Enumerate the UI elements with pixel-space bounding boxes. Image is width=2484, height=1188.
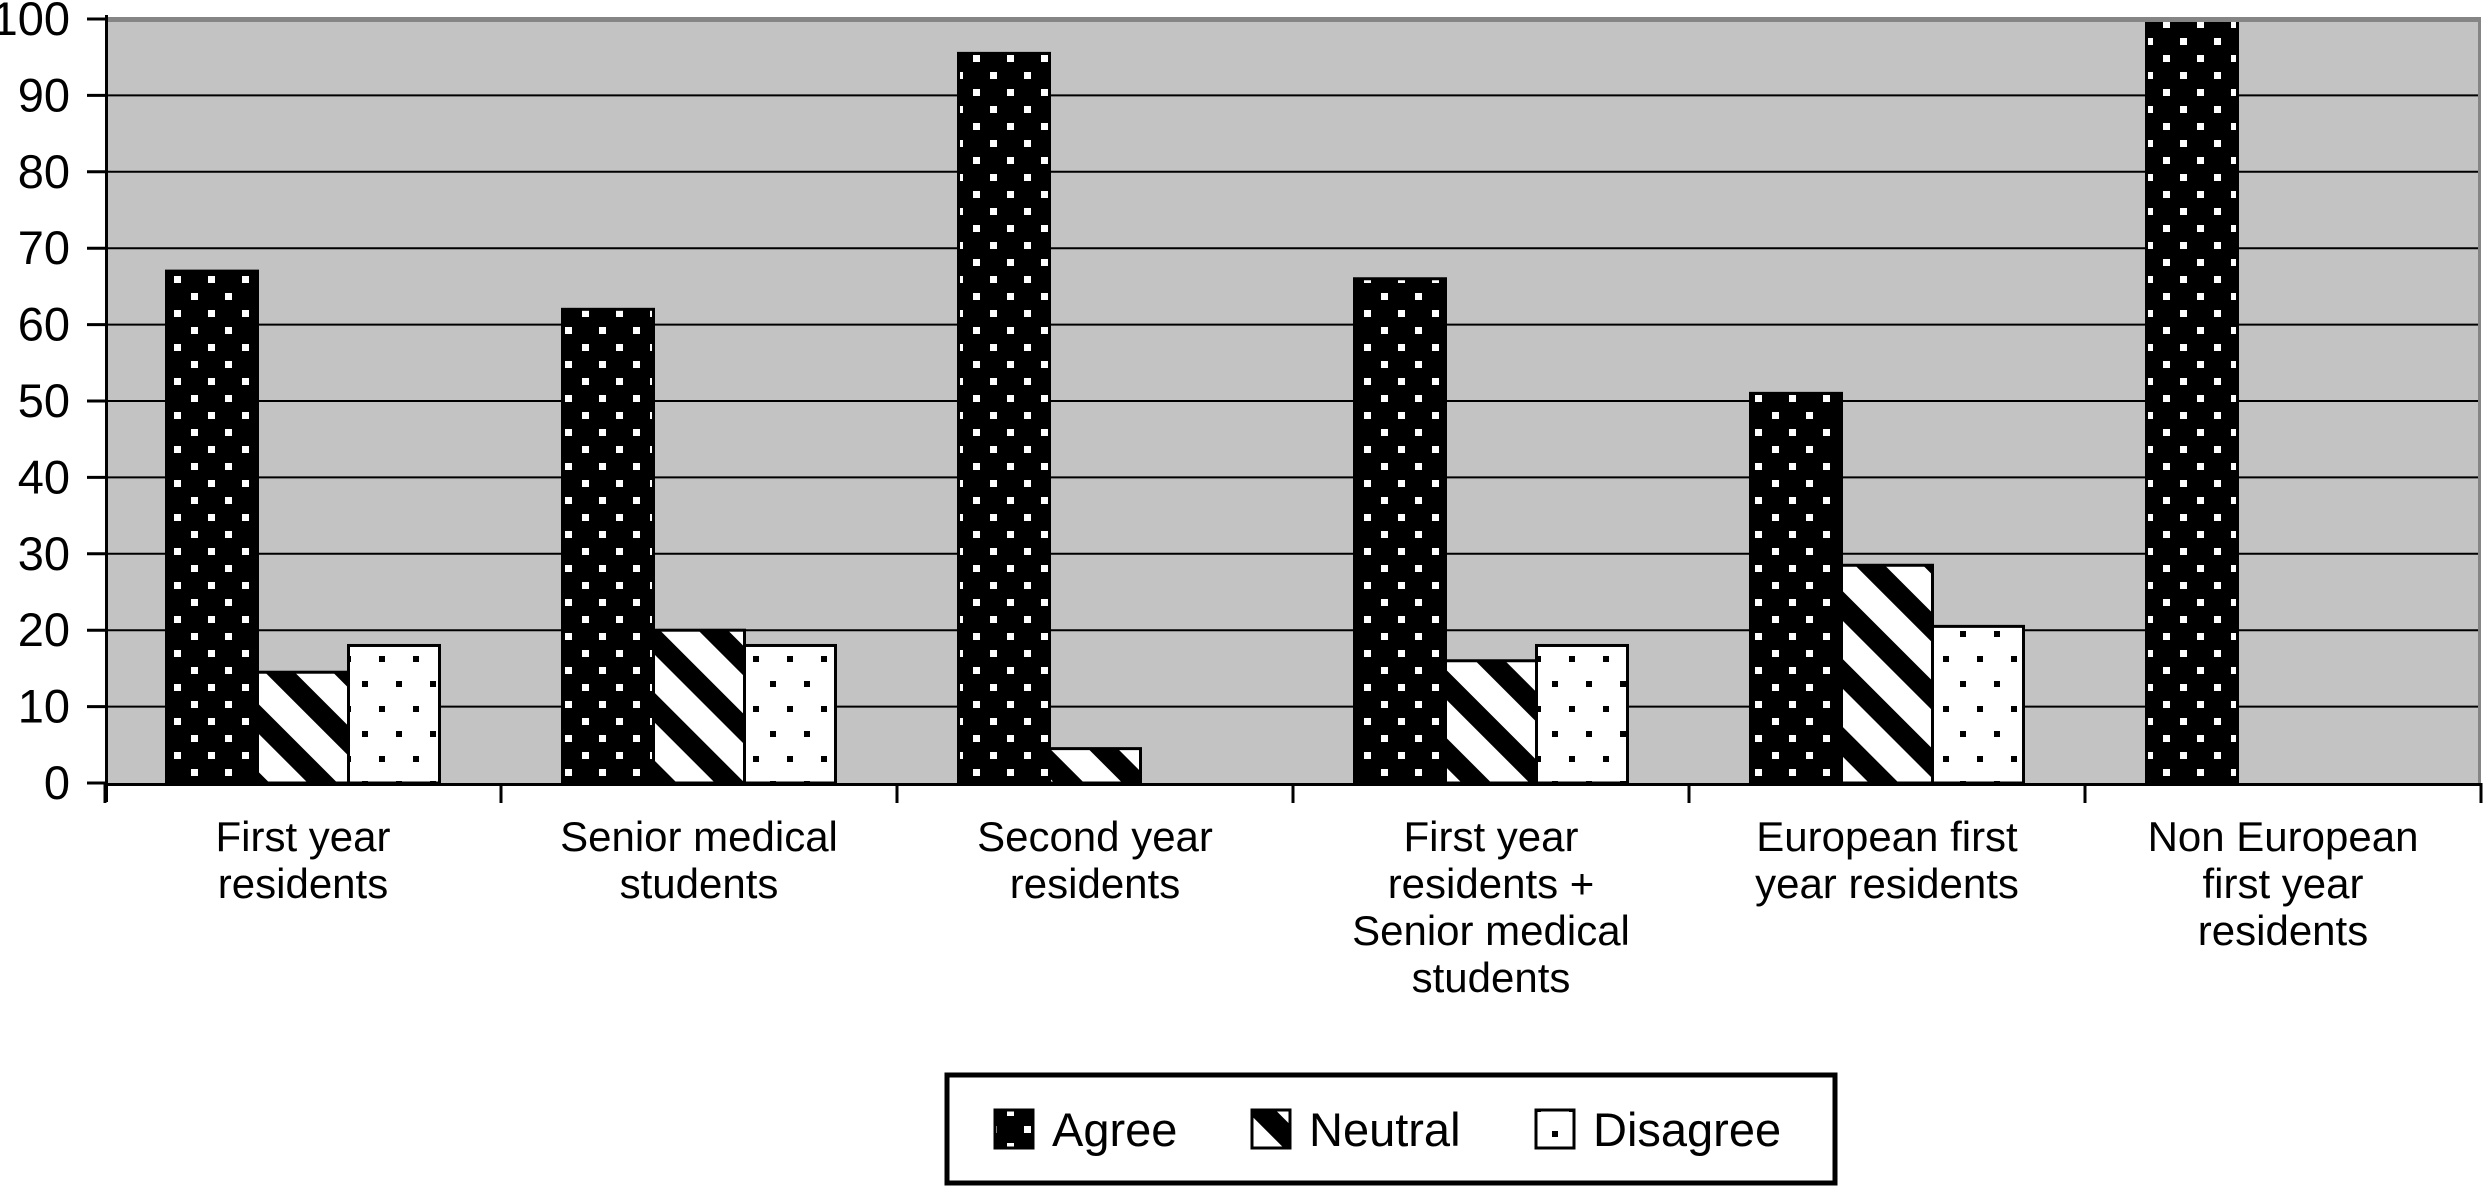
x-category-label: Second year residents [977, 813, 1213, 907]
x-category-label: European first year residents [1755, 813, 2019, 907]
legend: Agree Neutral Disagree [944, 1072, 1838, 1186]
y-tick-label: 50 [18, 374, 70, 427]
y-tick-label: 10 [18, 680, 70, 733]
bar-disagree [743, 643, 837, 785]
legend-label-agree: Agree [1052, 1103, 1177, 1156]
legend-box [944, 1072, 1838, 1186]
bar-agree [561, 307, 655, 785]
bar-neutral [1048, 747, 1142, 785]
bar-disagree [1931, 624, 2025, 785]
legend-swatch-agree-icon [993, 1108, 1035, 1150]
y-tick-labels: 0 10 20 30 40 50 60 70 80 90 100 [0, 0, 70, 809]
y-tick-label: 70 [18, 221, 70, 274]
bar-disagree [347, 643, 441, 785]
x-category-label: Senior medical students [560, 813, 838, 907]
legend-label-disagree: Disagree [1593, 1103, 1781, 1156]
bar-agree [165, 269, 259, 785]
y-tick-label: 100 [0, 0, 70, 45]
bar-neutral [1444, 659, 1538, 785]
bar-agree [2145, 17, 2239, 785]
y-tick-label: 30 [18, 527, 70, 580]
bars-group [165, 17, 2239, 785]
bar-neutral [256, 670, 350, 785]
x-category-label: Non European first year residents [2148, 813, 2419, 954]
x-category-label: First year residents + Senior medical stude… [1352, 813, 1630, 1001]
bar-agree [1749, 391, 1843, 785]
x-ticks [103, 783, 2483, 803]
y-tick-label: 0 [44, 756, 70, 809]
y-tick-label: 60 [18, 298, 70, 351]
bar-agree [1353, 277, 1447, 785]
y-ticks [87, 17, 107, 785]
legend-swatch-disagree-icon [1534, 1108, 1576, 1150]
legend-swatch-neutral-icon [1250, 1108, 1292, 1150]
x-category-label: First year residents [215, 813, 390, 907]
legend-label-neutral: Neutral [1309, 1103, 1461, 1156]
y-tick-label: 80 [18, 145, 70, 198]
x-category-labels: First year residents Senior medical student… [215, 813, 2418, 1001]
bar-disagree [1535, 643, 1629, 785]
bar-neutral [652, 628, 746, 785]
bar-neutral [1840, 563, 1934, 785]
y-tick-label: 40 [18, 450, 70, 503]
bar-agree [957, 51, 1051, 785]
y-tick-label: 20 [18, 603, 70, 656]
y-tick-label: 90 [18, 68, 70, 121]
